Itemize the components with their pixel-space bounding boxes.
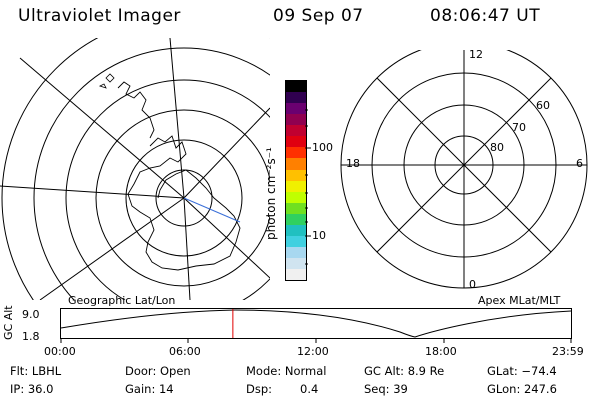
colorbar-tick-10: 10 <box>312 229 326 242</box>
colorbar-tick-100: 100 <box>312 141 333 154</box>
polar-plot <box>340 50 588 289</box>
date-label: 09 Sep 07 <box>273 6 364 26</box>
colorbar-segment <box>286 202 306 214</box>
altitude-ymin: 1.8 <box>22 330 40 343</box>
colorbar-ticks <box>305 109 311 265</box>
coastline-antarctica <box>127 135 241 271</box>
time-tick-2359: 23:59 <box>552 345 584 358</box>
geo-longitude: GLon: 247.6 <box>487 382 557 396</box>
colorbar-segment <box>286 125 306 137</box>
altitude-time-ticks <box>60 338 572 343</box>
geographic-panel-title: Geographic Lat/Lon <box>68 294 176 307</box>
filter-value: Flt: LBHL <box>10 364 62 378</box>
geo-meridian-2 <box>19 57 185 199</box>
geo-lat-circle-5 <box>33 47 270 300</box>
colorbar-segment <box>286 258 306 270</box>
colorbar-segment <box>286 269 306 281</box>
colorbar-segment <box>286 235 306 247</box>
altitude-axis-label: GC Alt <box>2 305 15 340</box>
geo-lat-circle-3 <box>95 109 270 287</box>
colorbar <box>285 80 307 281</box>
altitude-ymax: 9.0 <box>22 308 40 321</box>
colorbar-segment <box>286 147 306 159</box>
colorbar-segment <box>286 224 306 236</box>
apex-panel-title: Apex MLat/MLT <box>478 294 561 307</box>
time-tick-0000: 00:00 <box>44 345 76 358</box>
colorbar-segment <box>286 169 306 181</box>
altitude-curve <box>60 309 572 338</box>
mlt-6-label: 6 <box>576 157 583 170</box>
geo-lat-circle-4 <box>65 79 270 300</box>
geographic-map <box>0 38 270 300</box>
colorbar-segment <box>286 103 306 115</box>
colorbar-segment <box>286 180 306 192</box>
gain-value: Gain: 14 <box>125 382 174 396</box>
geo-lat-circle-1 <box>155 169 213 227</box>
colorbar-segment <box>286 213 306 225</box>
geo-meridian-7 <box>39 197 185 300</box>
geo-meridian-6 <box>183 197 191 300</box>
ip-value: IP: 36.0 <box>10 382 54 396</box>
geo-lat-circle-2 <box>125 139 243 257</box>
colorbar-segment <box>286 92 306 104</box>
time-tick-1800: 18:00 <box>425 345 457 358</box>
coastline-islands <box>98 73 115 89</box>
time-tick-1200: 12:00 <box>297 345 329 358</box>
altitude-plot-frame <box>60 308 572 339</box>
mlt-18-label: 18 <box>346 157 360 170</box>
colorbar-segment <box>286 158 306 170</box>
lat-80-label: 80 <box>490 141 504 154</box>
geo-meridian-1 <box>0 185 185 199</box>
polar-diagonal-2 <box>376 77 552 253</box>
mlt-12-label: 12 <box>469 48 483 61</box>
colorbar-segment <box>286 136 306 148</box>
gc-altitude: GC Alt: 8.9 Re <box>364 364 445 378</box>
door-status: Door: Open <box>125 364 191 378</box>
altitude-plot <box>60 308 572 343</box>
colorbar-segment <box>286 246 306 258</box>
dsp-value: 0.4 <box>300 382 319 396</box>
coastline-peninsula <box>117 81 155 139</box>
sun-direction-line <box>183 197 241 223</box>
geo-meridian-5 <box>183 197 270 279</box>
colorbar-segment <box>286 81 306 93</box>
colorbar-segment <box>286 191 306 203</box>
geo-latitude: GLat: −74.4 <box>487 364 557 378</box>
lat-60-label: 60 <box>536 99 550 112</box>
colorbar-segment <box>286 114 306 126</box>
mode-value: Mode: Normal <box>246 364 327 378</box>
dsp-label: Dsp: <box>246 382 273 396</box>
geo-meridian-4 <box>183 107 270 199</box>
mlt-0-label: 0 <box>469 278 476 291</box>
app-title: Ultraviolet Imager <box>18 6 181 26</box>
time-tick-0600: 06:00 <box>169 345 201 358</box>
geo-lat-circle-6 <box>1 38 270 300</box>
colorbar-unit-label: photon cm⁻²s⁻¹ <box>264 147 278 240</box>
lat-70-label: 70 <box>512 121 526 134</box>
time-label: 08:06:47 UT <box>430 6 541 26</box>
sequence-value: Seq: 39 <box>364 382 408 396</box>
